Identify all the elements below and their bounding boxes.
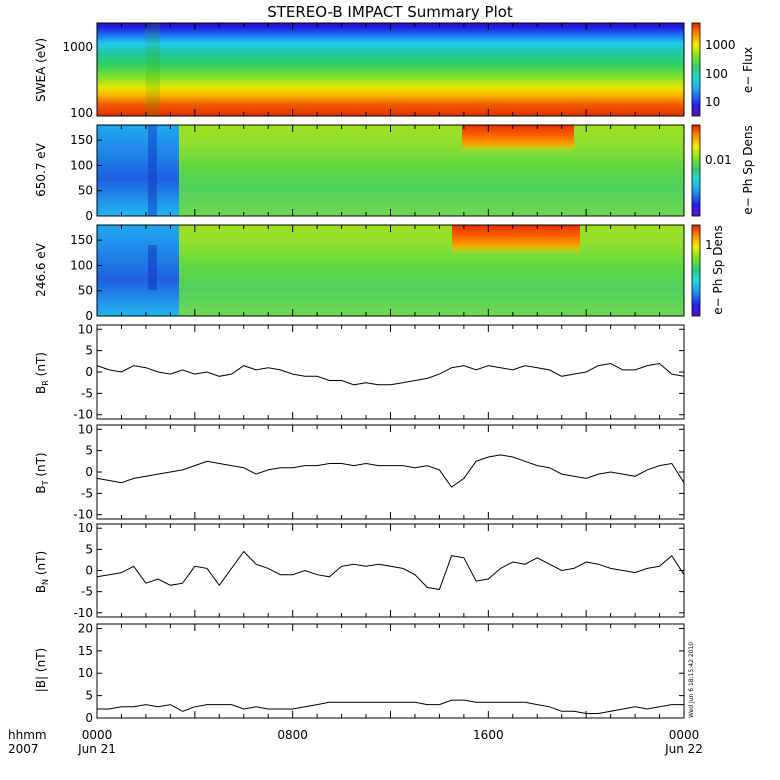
swea-ylabel: SWEA (eV)	[34, 38, 48, 102]
pa-246-fill	[97, 225, 684, 316]
y-tick-label: 0	[85, 309, 93, 323]
bn-ylabel-unit: (nT)	[34, 551, 48, 579]
y-tick-label: 20	[78, 621, 93, 635]
series-line	[96, 362, 685, 386]
swea-spectrogram-fill	[97, 23, 684, 116]
bn-ylabel-sub: N	[41, 579, 50, 585]
y-tick-label: -10	[73, 408, 93, 422]
y-tick-label: 10	[78, 666, 93, 680]
bn-ylabel: BN (nT)	[34, 551, 50, 593]
pa-650-ylabel: 650.7 eV	[34, 142, 48, 197]
plot-title: STEREO-B IMPACT Summary Plot	[267, 3, 513, 21]
y-tick-label: 50	[78, 184, 93, 198]
pa-650-red-band	[462, 125, 574, 153]
br-ylabel-main: B	[34, 386, 48, 394]
pa-650-cb-label: e− Ph Sp Dens	[741, 125, 755, 214]
y-tick-label: 150	[70, 133, 93, 147]
swea-cb-tick-10: 10	[705, 95, 720, 109]
swea-cb-tick-1000: 1000	[705, 38, 736, 52]
bt-ylabel-sub: T	[41, 480, 50, 486]
y-tick-label: 0	[85, 465, 93, 479]
bt-ylabel-unit: (nT)	[34, 452, 48, 480]
dynamic-layer: 050100150050100150-10-50510-10-50510-10-…	[70, 23, 703, 756]
y-tick-label: -10	[73, 508, 93, 522]
y-tick-label: 10	[78, 322, 93, 336]
y-tick-label: 150	[70, 233, 93, 247]
pa-650-colorbar	[691, 124, 701, 217]
bmag-ylabel: |B| (nT)	[34, 648, 48, 692]
x-tick-date-label: Jun 21	[77, 742, 116, 756]
y-tick-label: 0	[85, 365, 93, 379]
y-tick-label: -5	[81, 486, 93, 500]
panel-frame	[96, 324, 685, 420]
panel-frame	[96, 523, 685, 618]
y-tick-label: 50	[78, 284, 93, 298]
generation-timestamp: Wed Jun 6 18:15:42 2010	[688, 642, 695, 718]
colorbar-gradient	[691, 224, 701, 317]
pa-650-fill	[97, 125, 684, 216]
br-ylabel: BR (nT)	[34, 352, 50, 394]
br-ylabel-unit: (nT)	[34, 352, 48, 380]
pa-650-panel	[96, 124, 685, 217]
y-tick-label: 0	[85, 711, 93, 725]
panel-frame	[96, 424, 685, 520]
panel-frame	[96, 623, 685, 719]
y-tick-label: 10	[78, 422, 93, 436]
pa-246-red-band	[452, 225, 580, 255]
colorbar-gradient	[691, 124, 701, 217]
y-tick-label: 15	[78, 644, 93, 658]
pa-650-cb-tick: 0.01	[705, 153, 732, 167]
pa-246-colorbar	[691, 224, 701, 317]
swea-ytick-100: 100	[70, 106, 93, 120]
x-year-label: 2007	[8, 742, 39, 756]
pa-246-cb-label: e− Ph Sp Dens	[711, 225, 725, 314]
swea-spectrogram-panel	[96, 22, 685, 117]
x-tick-label: 1600	[473, 728, 504, 742]
br-ylabel-sub: R	[41, 380, 50, 386]
bn-ylabel-main: B	[34, 585, 48, 593]
x-tick-label: 0000	[669, 728, 700, 742]
pa-246-ylabel: 246.6 eV	[34, 242, 48, 297]
y-tick-label: 100	[70, 158, 93, 172]
swea-dip-overlay	[146, 23, 160, 116]
y-tick-label: 5	[85, 542, 93, 556]
x-tick-date-label: Jun 22	[664, 742, 703, 756]
bt-ylabel-main: B	[34, 485, 48, 493]
y-tick-label: 0	[85, 209, 93, 223]
y-tick-label: 0	[85, 564, 93, 578]
series-line	[96, 550, 685, 591]
x-tick-label: 0800	[277, 728, 308, 742]
colorbar-gradient	[691, 22, 701, 117]
y-tick-label: -10	[73, 606, 93, 620]
pa-246-early-fill	[97, 225, 179, 316]
y-tick-label: 5	[85, 689, 93, 703]
pa-650-early-fill	[97, 125, 179, 216]
pa-246-dip	[148, 245, 157, 290]
bt-ylabel: BT (nT)	[34, 452, 50, 493]
y-tick-label: 5	[85, 444, 93, 458]
y-tick-label: 5	[85, 344, 93, 358]
pa-246-panel	[96, 224, 685, 317]
y-tick-label: -5	[81, 585, 93, 599]
pa-246-cb-tick: 1	[705, 238, 713, 252]
series-line	[96, 454, 685, 488]
x-tick-label: 0000	[82, 728, 113, 742]
pa-650-dip	[148, 125, 157, 216]
y-tick-label: 100	[70, 258, 93, 272]
y-tick-label: -5	[81, 386, 93, 400]
swea-cb-tick-100: 100	[705, 67, 728, 81]
x-format-label: hhmm	[8, 728, 47, 742]
swea-colorbar	[691, 22, 701, 117]
swea-ytick-1000: 1000	[62, 40, 93, 54]
swea-cb-label: e− Flux	[741, 47, 755, 93]
y-tick-label: 10	[78, 521, 93, 535]
